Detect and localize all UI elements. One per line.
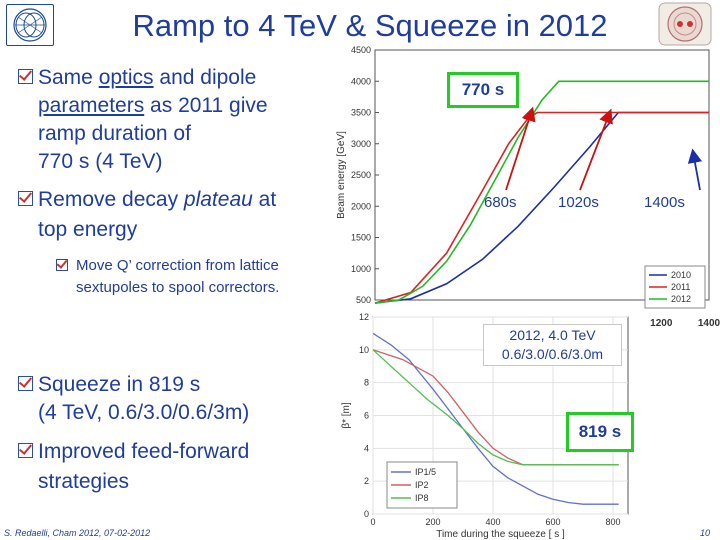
legend-label: IP2 (415, 480, 429, 490)
legend-label: 2012 (671, 294, 691, 304)
series-line-2012 (374, 80, 709, 304)
squeeze-duration-box: 819 s (566, 412, 634, 452)
x-tick-label: 400 (485, 517, 500, 527)
arrow-680s (505, 106, 536, 191)
arrow-1020s (579, 108, 613, 191)
y-tick-label: 4000 (351, 76, 371, 86)
y-tick-label: 2500 (351, 170, 371, 180)
beam-energy-chart: 500 1000 1500 2000 2500 3000 3500 4000 4500 1200 1… (336, 45, 720, 329)
checkbox-icon (56, 259, 68, 271)
y-tick-label: 12 (359, 312, 369, 322)
y-tick-label: 3500 (351, 108, 371, 118)
x-tick-label: 1200 (650, 318, 673, 329)
legend-label: IP8 (415, 493, 429, 503)
y-tick-label: 2 (364, 476, 369, 486)
slide-title: Ramp to 4 TeV & Squeeze in 2012 (132, 8, 608, 43)
label-680s: 680s (484, 194, 517, 211)
y-tick-label: 4500 (351, 45, 371, 55)
legend-label: 2011 (671, 282, 690, 292)
page-number: 10 (700, 528, 711, 538)
checkbox-icon (18, 69, 33, 84)
y-axis-label: β* [m] (341, 402, 352, 429)
series-line-2011 (374, 111, 709, 304)
y-axis-label: Beam energy [GeV] (336, 131, 347, 219)
y-tick-label: 8 (364, 378, 369, 388)
legend-label: IP1/5 (415, 467, 436, 477)
y-tick-label: 0 (364, 509, 369, 519)
y-tick-label: 10 (359, 345, 369, 355)
y-tick-label: 2000 (351, 201, 371, 211)
checkbox-icon (18, 443, 33, 458)
x-tick-label: 800 (605, 517, 620, 527)
y-tick-label: 3000 (351, 139, 371, 149)
y-tick-label: 4 (364, 443, 369, 453)
arrow-1400s (687, 148, 703, 191)
label-1400s: 1400s (644, 194, 685, 211)
x-tick-label: 0 (370, 517, 375, 527)
x-axis-label: Time during the squeeze [ s ] (436, 529, 565, 540)
y-tick-label: 500 (356, 295, 371, 305)
ramp-duration-box: 770 s (447, 72, 519, 108)
y-tick-label: 1000 (351, 264, 371, 274)
legend-label: 2010 (671, 270, 691, 280)
plot-area (374, 49, 710, 301)
lhc-logo (658, 2, 712, 46)
footer-author: S. Redaelli, Cham 2012, 07-02-2012 (4, 528, 151, 538)
x-tick-label: 1400 (698, 318, 720, 329)
series-line-IP8 (372, 349, 619, 466)
squeeze-params-box: 2012, 4.0 TeV 0.6/3.0/0.6/3.0m (483, 324, 622, 366)
y-tick-label: 1500 (351, 233, 371, 243)
series-line-IP1/5 (372, 332, 619, 505)
y-tick-label: 6 (364, 411, 369, 421)
x-tick-label: 600 (545, 517, 560, 527)
x-tick-label: 200 (425, 517, 440, 527)
cern-logo (6, 4, 54, 46)
checkbox-icon (18, 191, 33, 206)
label-1020s: 1020s (558, 194, 599, 211)
checkbox-icon (18, 376, 33, 391)
